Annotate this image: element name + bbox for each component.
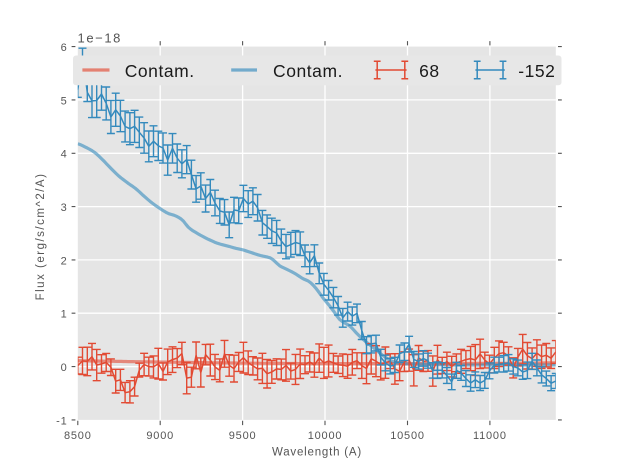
- svg-text:10000: 10000: [308, 430, 343, 442]
- svg-text:1e−18: 1e−18: [78, 31, 123, 46]
- svg-text:4: 4: [61, 149, 68, 161]
- svg-text:9000: 9000: [146, 430, 174, 442]
- svg-text:2: 2: [61, 255, 68, 267]
- svg-text:Contam.: Contam.: [273, 61, 343, 81]
- svg-text:Contam.: Contam.: [125, 61, 195, 81]
- svg-text:0: 0: [61, 362, 68, 374]
- svg-text:68: 68: [419, 61, 440, 81]
- svg-text:-1: -1: [56, 415, 67, 427]
- svg-text:-152: -152: [518, 61, 555, 81]
- svg-text:5: 5: [61, 95, 68, 107]
- svg-text:3: 3: [61, 202, 68, 214]
- svg-text:Flux (erg/s/cm^2/A): Flux (erg/s/cm^2/A): [35, 173, 47, 301]
- svg-text:9500: 9500: [229, 430, 257, 442]
- svg-text:6: 6: [61, 42, 68, 54]
- svg-text:11000: 11000: [473, 430, 507, 442]
- svg-text:1: 1: [61, 309, 68, 321]
- svg-text:10500: 10500: [390, 430, 425, 442]
- svg-text:Wavelength (A): Wavelength (A): [272, 447, 362, 459]
- svg-text:8500: 8500: [64, 430, 92, 442]
